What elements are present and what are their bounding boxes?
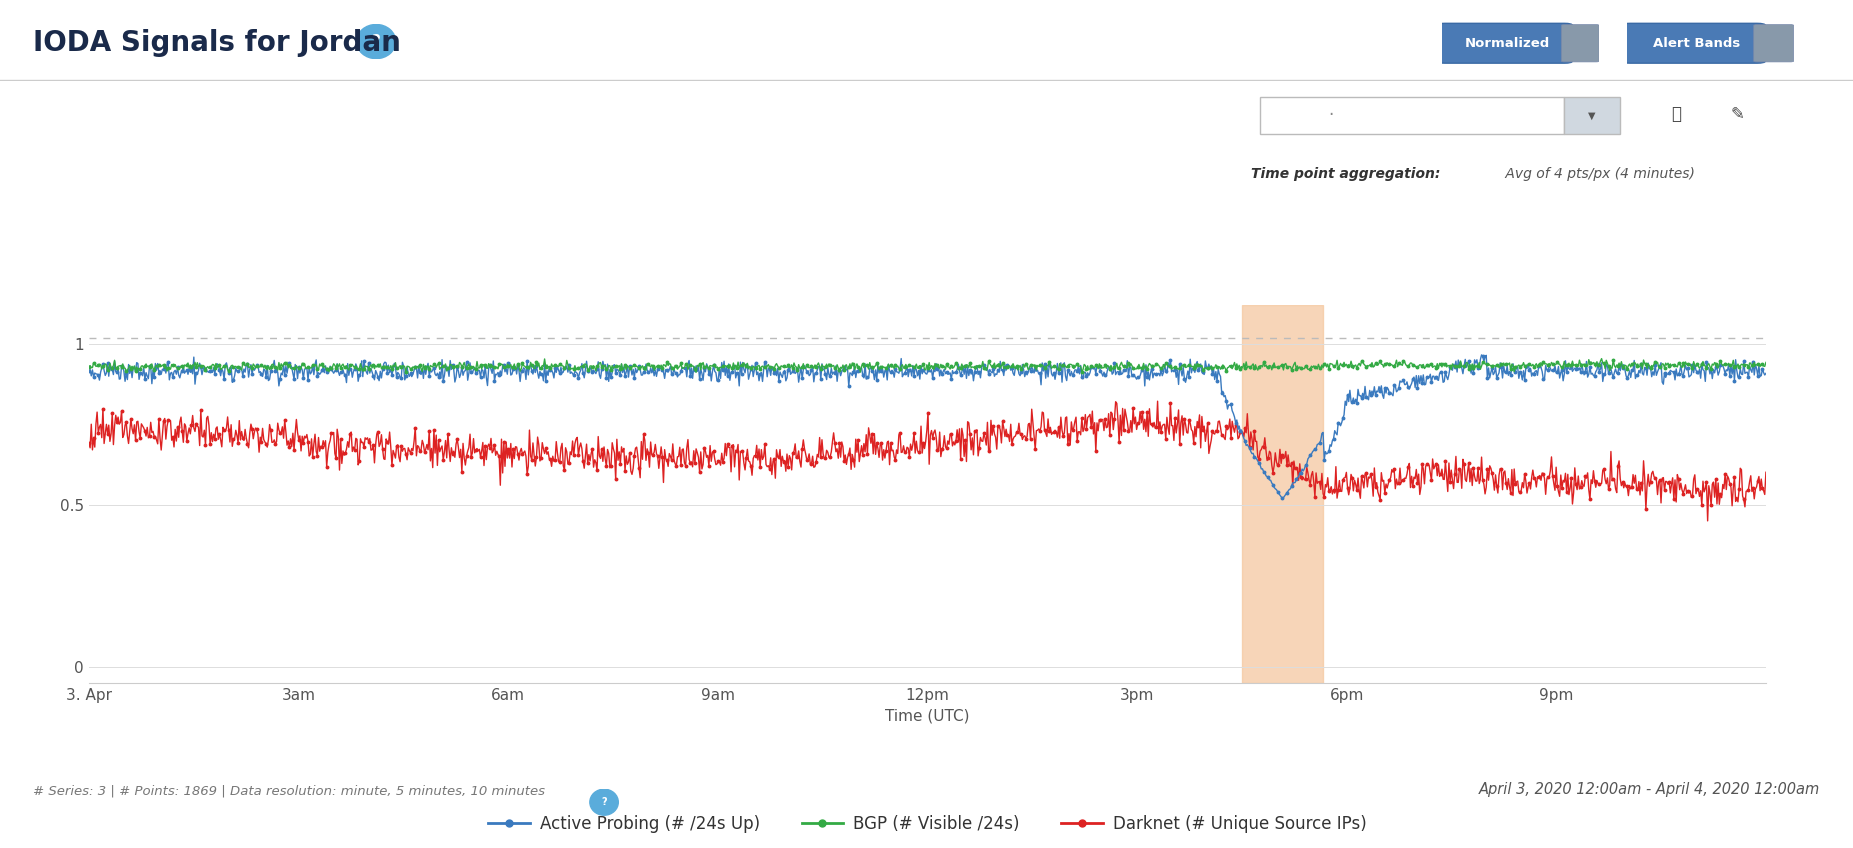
Active Probing (# /24s Up)	[1271, 494, 1293, 504]
Text: ·: ·	[1329, 106, 1332, 125]
Text: Time point aggregation:: Time point aggregation:	[1251, 167, 1440, 181]
FancyBboxPatch shape	[1564, 97, 1620, 134]
Circle shape	[589, 789, 619, 815]
Active Probing (# /24s Up)	[1408, 378, 1431, 388]
BGP (# Visible /24s)	[1755, 357, 1777, 367]
FancyBboxPatch shape	[1562, 25, 1599, 62]
Circle shape	[356, 25, 397, 59]
Text: April 3, 2020 12:00am - April 4, 2020 12:00am: April 3, 2020 12:00am - April 4, 2020 12…	[1479, 782, 1820, 797]
Active Probing (# /24s Up)	[78, 366, 100, 377]
Darknet (# Unique Source IPs)	[1755, 467, 1777, 477]
Active Probing (# /24s Up)	[1755, 368, 1777, 378]
Darknet (# Unique Source IPs)	[1190, 443, 1212, 453]
FancyBboxPatch shape	[1436, 23, 1573, 63]
Darknet (# Unique Source IPs)	[78, 438, 100, 449]
Darknet (# Unique Source IPs)	[1408, 489, 1431, 499]
Text: ?: ?	[372, 34, 380, 49]
BGP (# Visible /24s)	[1408, 360, 1431, 370]
Active Probing (# /24s Up)	[410, 370, 432, 380]
BGP (# Visible /24s)	[410, 364, 432, 374]
Darknet (# Unique Source IPs)	[1147, 396, 1169, 406]
Line: BGP (# Visible /24s): BGP (# Visible /24s)	[87, 357, 1768, 373]
Active Probing (# /24s Up)	[1188, 363, 1210, 373]
Legend: Active Probing (# /24s Up), BGP (# Visible /24s), Darknet (# Unique Source IPs): Active Probing (# /24s Up), BGP (# Visib…	[487, 815, 1368, 833]
FancyBboxPatch shape	[1260, 97, 1564, 134]
FancyBboxPatch shape	[1621, 23, 1766, 63]
Active Probing (# /24s Up)	[450, 361, 473, 371]
Active Probing (# /24s Up)	[639, 368, 662, 378]
BGP (# Visible /24s)	[686, 367, 708, 377]
Text: ▼: ▼	[1588, 110, 1595, 120]
Active Probing (# /24s Up)	[1558, 364, 1581, 374]
Line: Darknet (# Unique Source IPs): Darknet (# Unique Source IPs)	[87, 400, 1768, 522]
BGP (# Visible /24s)	[1557, 360, 1579, 370]
Text: ✎: ✎	[1731, 104, 1744, 123]
Darknet (# Unique Source IPs)	[639, 462, 662, 472]
Text: Normalized: Normalized	[1466, 36, 1551, 50]
Darknet (# Unique Source IPs)	[410, 444, 432, 455]
Text: ⛶: ⛶	[1671, 104, 1681, 123]
BGP (# Visible /24s)	[450, 362, 473, 372]
Text: # Series: 3 | # Points: 1869 | Data resolution: minute, 5 minutes, 10 minutes: # Series: 3 | # Points: 1869 | Data reso…	[33, 784, 545, 797]
BGP (# Visible /24s)	[1190, 362, 1212, 372]
Darknet (# Unique Source IPs)	[1557, 469, 1579, 479]
Text: IODA Signals for Jordan: IODA Signals for Jordan	[33, 29, 402, 57]
Text: ?: ?	[600, 797, 608, 807]
Darknet (# Unique Source IPs)	[1697, 516, 1720, 526]
BGP (# Visible /24s)	[639, 360, 662, 371]
BGP (# Visible /24s)	[78, 362, 100, 372]
X-axis label: Time (UTC): Time (UTC)	[886, 708, 969, 723]
Darknet (# Unique Source IPs)	[450, 466, 473, 477]
Active Probing (# /24s Up)	[1471, 349, 1494, 360]
Text: Alert Bands: Alert Bands	[1653, 36, 1740, 50]
Text: Avg of 4 pts/px (4 minutes): Avg of 4 pts/px (4 minutes)	[1501, 167, 1695, 181]
FancyBboxPatch shape	[1753, 25, 1794, 62]
Bar	[1242, 305, 1323, 683]
Line: Active Probing (# /24s Up): Active Probing (# /24s Up)	[87, 354, 1768, 499]
BGP (# Visible /24s)	[1590, 354, 1612, 364]
